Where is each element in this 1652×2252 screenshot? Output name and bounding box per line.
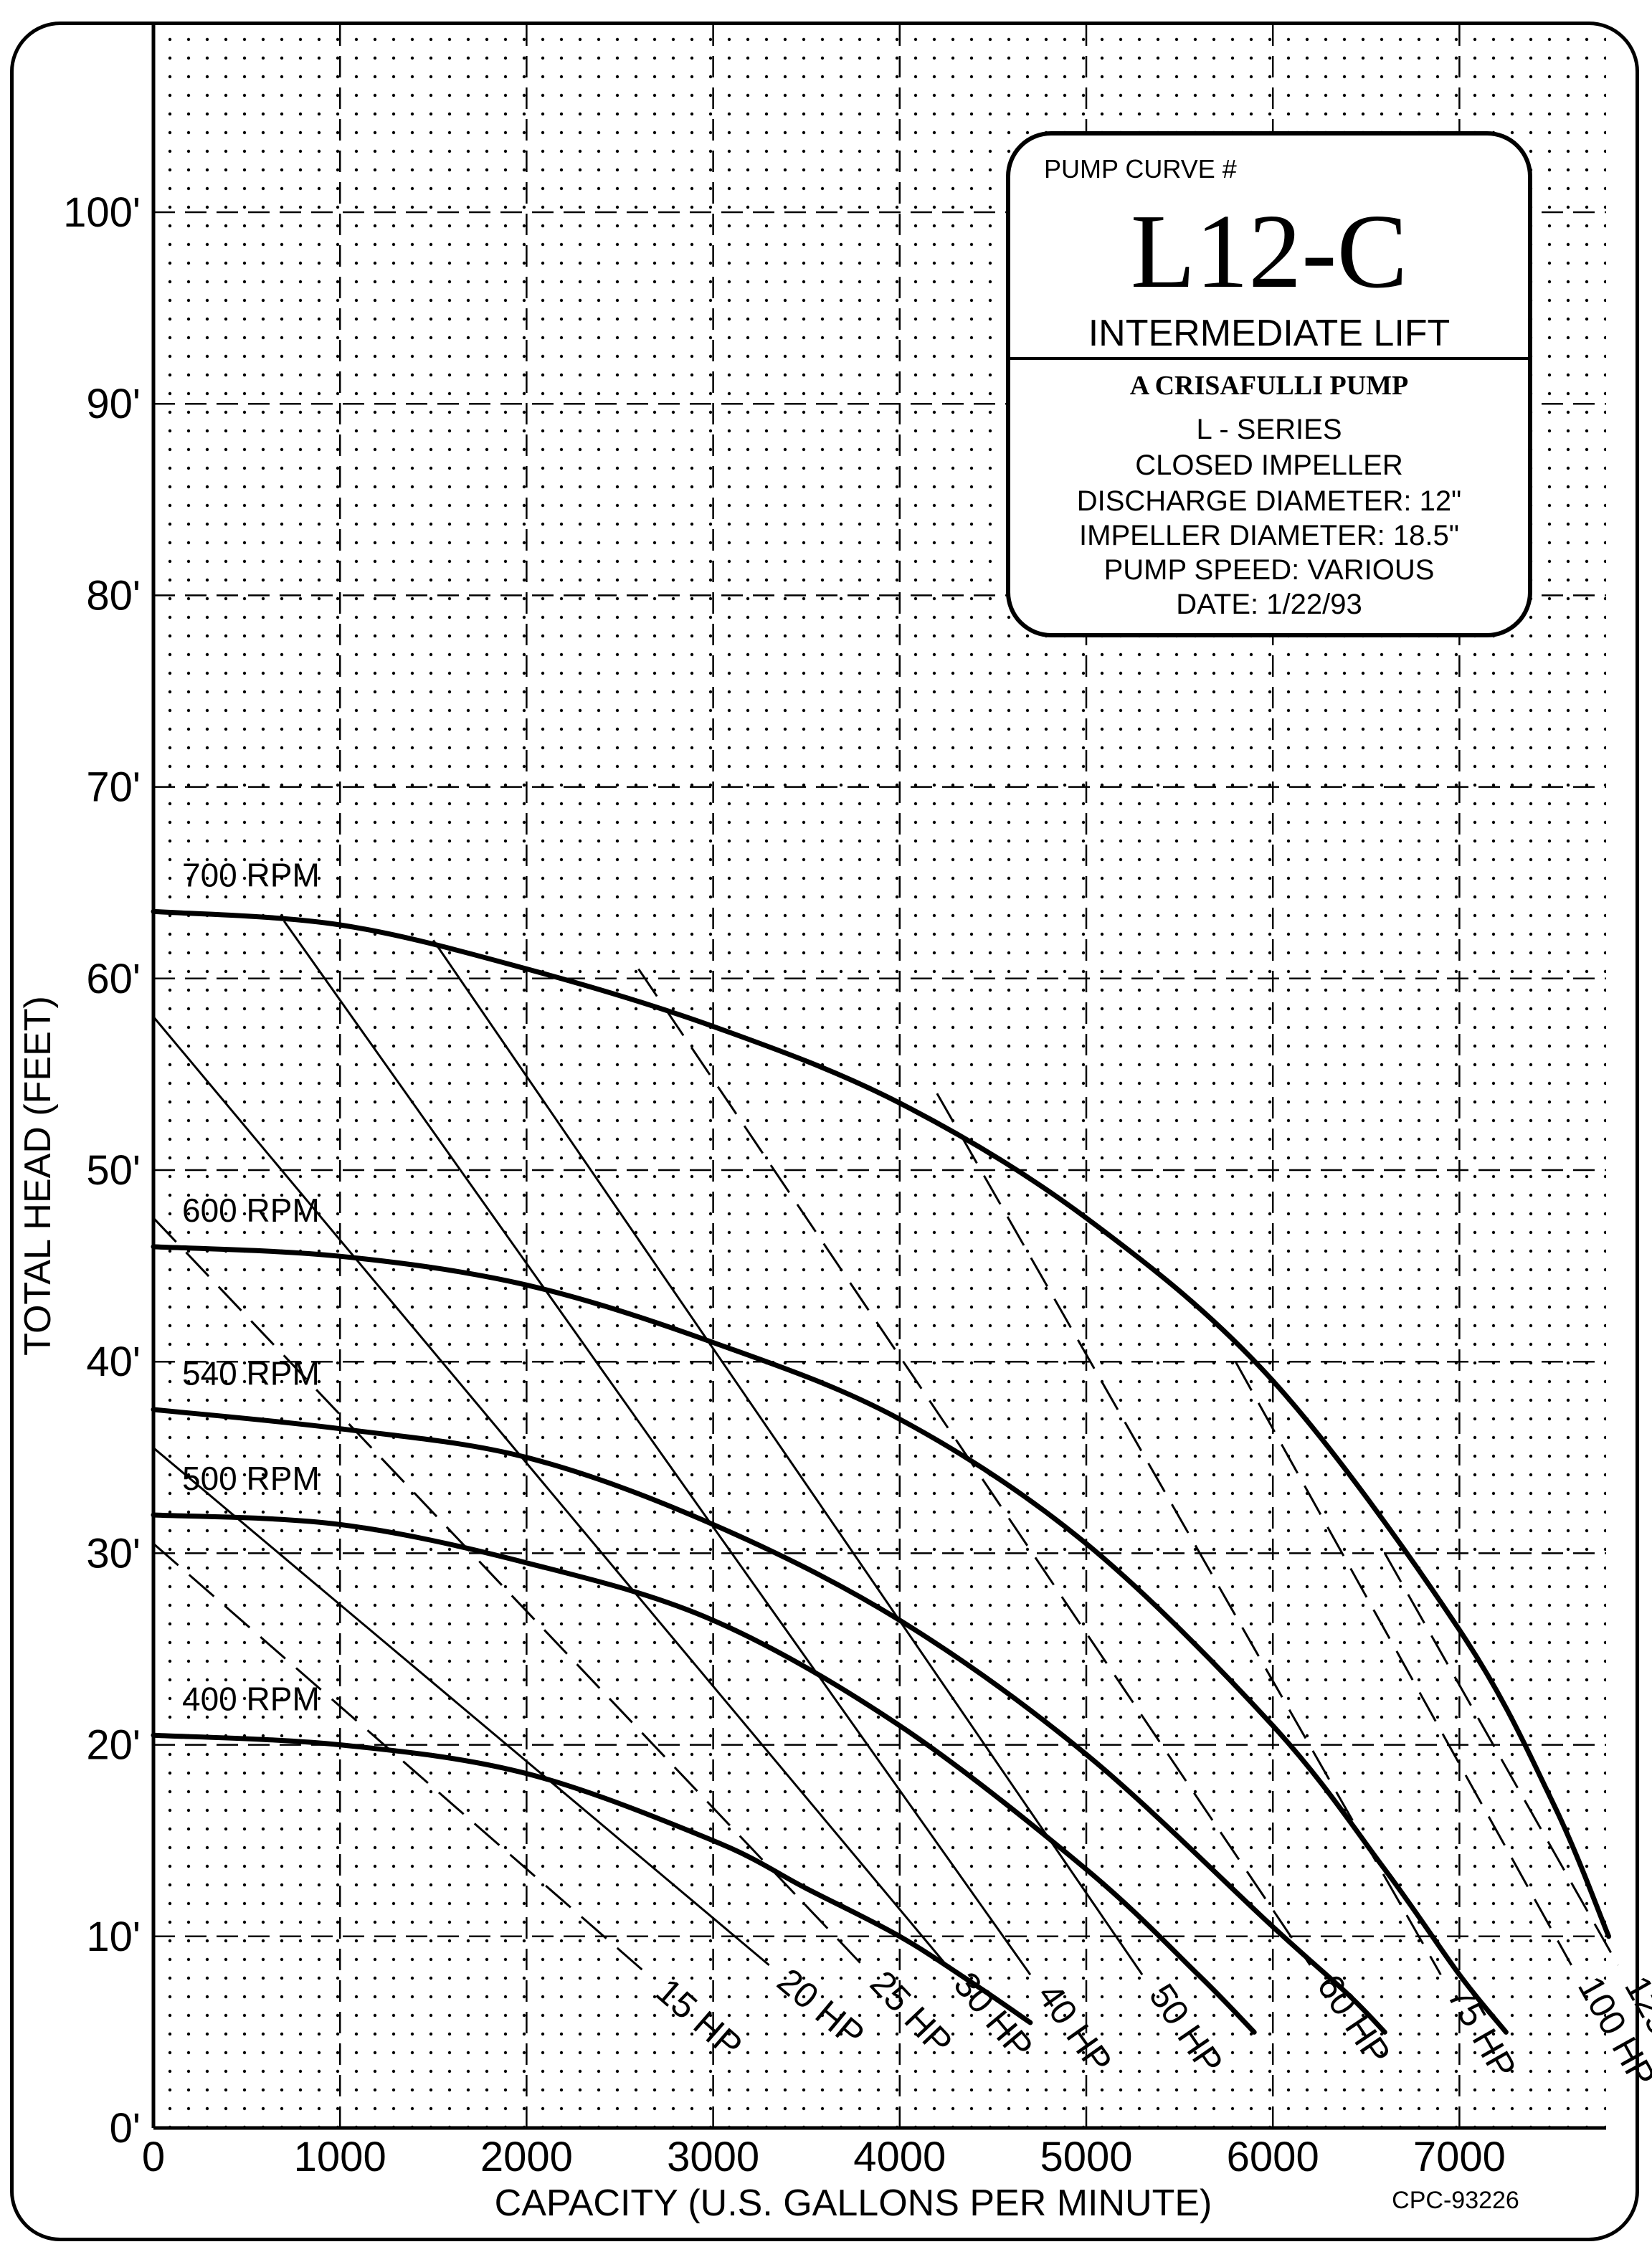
hp-line [1384, 1552, 1619, 1966]
spec-impeller-type: CLOSED IMPELLER [1135, 450, 1402, 481]
y-tick-label: 10' [86, 1914, 141, 1960]
y-tick-label: 0' [110, 2105, 141, 2152]
rpm-curve [151, 1244, 1509, 2035]
rpm-curves: 700 RPM 600 RPM 540 RPM 500 RPM 400 RPM [151, 857, 1612, 2035]
rpm-curve [151, 908, 1612, 1939]
spec-impeller-diameter: IMPELLER DIAMETER: 18.5" [1079, 520, 1459, 551]
x-tick-label: 3000 [667, 2134, 759, 2180]
tick-labels: 0' 10' 20' 30' 40' 50' 60' 70' 80' 90' 100' 0 1000 20… [63, 189, 1506, 2180]
x-axis-title: CAPACITY (U.S. GALLONS PER MINUTE) [495, 2182, 1212, 2224]
x-tick-label: 2000 [480, 2134, 573, 2180]
y-tick-label: 30' [86, 1530, 141, 1577]
y-tick-label: 100' [63, 189, 141, 236]
rpm-curve [151, 1512, 1257, 2035]
brand-name: A CRISAFULLI PUMP [1130, 371, 1408, 401]
pump-curve-label: PUMP CURVE # [1044, 154, 1237, 184]
x-tick-label: 1000 [294, 2134, 386, 2180]
y-tick-label: 20' [86, 1722, 141, 1769]
hp-line [153, 1542, 649, 1976]
hp-line [432, 939, 1144, 1976]
hp-line [637, 968, 1311, 1966]
spec-discharge-diameter: DISCHARGE DIAMETER: 12" [1077, 485, 1462, 517]
rpm-curve [151, 1407, 1387, 2035]
title-block-frame [1006, 131, 1532, 637]
hp-line [153, 1447, 770, 1967]
rpm-label: 500 RPM [182, 1460, 320, 1497]
hp-line [1234, 1361, 1572, 1966]
x-tick-label: 5000 [1040, 2134, 1132, 2180]
x-tick-label: 7000 [1413, 2134, 1506, 2180]
drawing-code: CPC-93226 [1392, 2187, 1519, 2214]
hp-line [152, 1016, 948, 1966]
y-tick-label: 50' [86, 1147, 141, 1194]
y-tick-label: 60' [86, 956, 141, 1002]
spec-pump-speed: PUMP SPEED: VARIOUS [1104, 554, 1435, 586]
rpm-label: 700 RPM [182, 857, 320, 894]
rpm-label: 400 RPM [182, 1681, 320, 1718]
y-tick-label: 70' [86, 764, 141, 811]
pump-model: L12-C [1131, 193, 1407, 310]
y-tick-label: 40' [86, 1339, 141, 1385]
x-tick-label: 0 [142, 2134, 165, 2180]
spec-series: L - SERIES [1196, 414, 1342, 445]
lift-type: INTERMEDIATE LIFT [1088, 313, 1451, 354]
hp-line [936, 1093, 1442, 1975]
x-tick-label: 4000 [853, 2134, 946, 2180]
rpm-label: 600 RPM [182, 1192, 320, 1229]
title-block: PUMP CURVE # L12-C INTERMEDIATE LIFT A C… [1006, 131, 1532, 637]
y-tick-label: 80' [86, 572, 141, 619]
y-tick-label: 90' [86, 381, 141, 427]
y-axis-title: TOTAL HEAD (FEET) [17, 996, 59, 1356]
x-tick-label: 6000 [1227, 2134, 1319, 2180]
hp-line [152, 1217, 863, 1966]
hp-line [283, 920, 1032, 1976]
rpm-curve [151, 1732, 1033, 2025]
rpm-label: 540 RPM [182, 1354, 320, 1392]
spec-date: DATE: 1/22/93 [1176, 589, 1362, 620]
